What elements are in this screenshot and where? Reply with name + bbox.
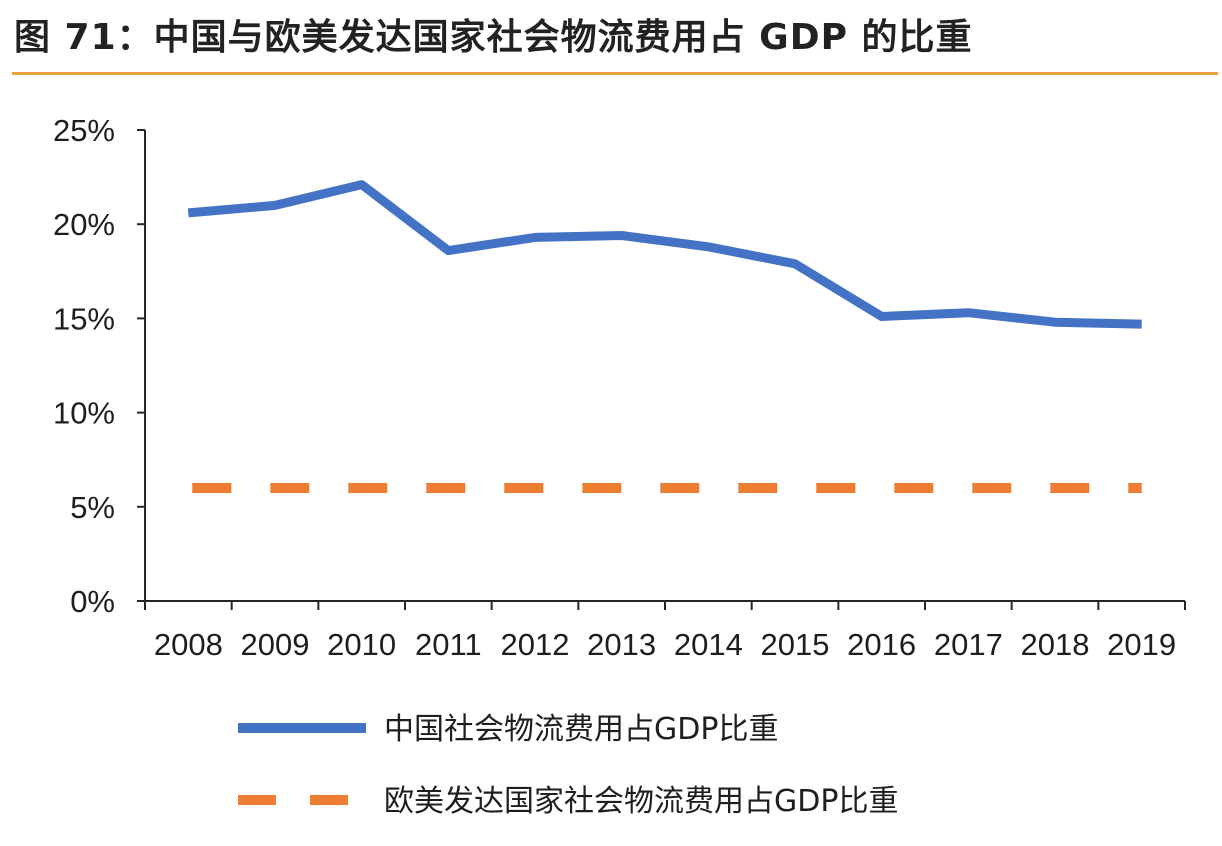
x-tick-label: 2015 <box>761 627 830 662</box>
x-tick-label: 2012 <box>501 627 570 662</box>
x-tick-label: 2016 <box>847 627 916 662</box>
series-line-china <box>187 180 1142 329</box>
x-tick-label: 2010 <box>327 627 396 662</box>
y-tick-label: 10% <box>53 396 115 431</box>
series-layer <box>187 180 1142 493</box>
legend-label: 欧美发达国家社会物流费用占GDP比重 <box>384 784 898 819</box>
x-tick-label: 2019 <box>1107 627 1176 662</box>
x-tick-label: 2013 <box>587 627 656 662</box>
y-tick-label: 15% <box>53 301 115 336</box>
y-tick-label: 5% <box>70 490 115 525</box>
title-underline <box>12 72 1218 75</box>
x-tick-label: 2008 <box>154 627 223 662</box>
chart-axes: 0% 5% 10% 15% 20% 25% 2008 2009 2010 2011 2012 2013… <box>53 113 1186 662</box>
chart-title: 图 71：中国与欧美发达国家社会物流费用占 GDP 的比重 <box>14 17 973 58</box>
y-tick-label: 25% <box>53 113 115 148</box>
x-tick-label: 2018 <box>1021 627 1090 662</box>
y-tick-label: 0% <box>70 584 115 619</box>
x-tick-label: 2011 <box>415 627 482 662</box>
legend-label: 中国社会物流费用占GDP比重 <box>384 712 778 747</box>
x-tick-label: 2017 <box>934 627 1003 662</box>
x-tick-label: 2014 <box>674 627 743 662</box>
y-tick-label: 20% <box>53 207 115 242</box>
x-tick-label: 2009 <box>241 627 310 662</box>
